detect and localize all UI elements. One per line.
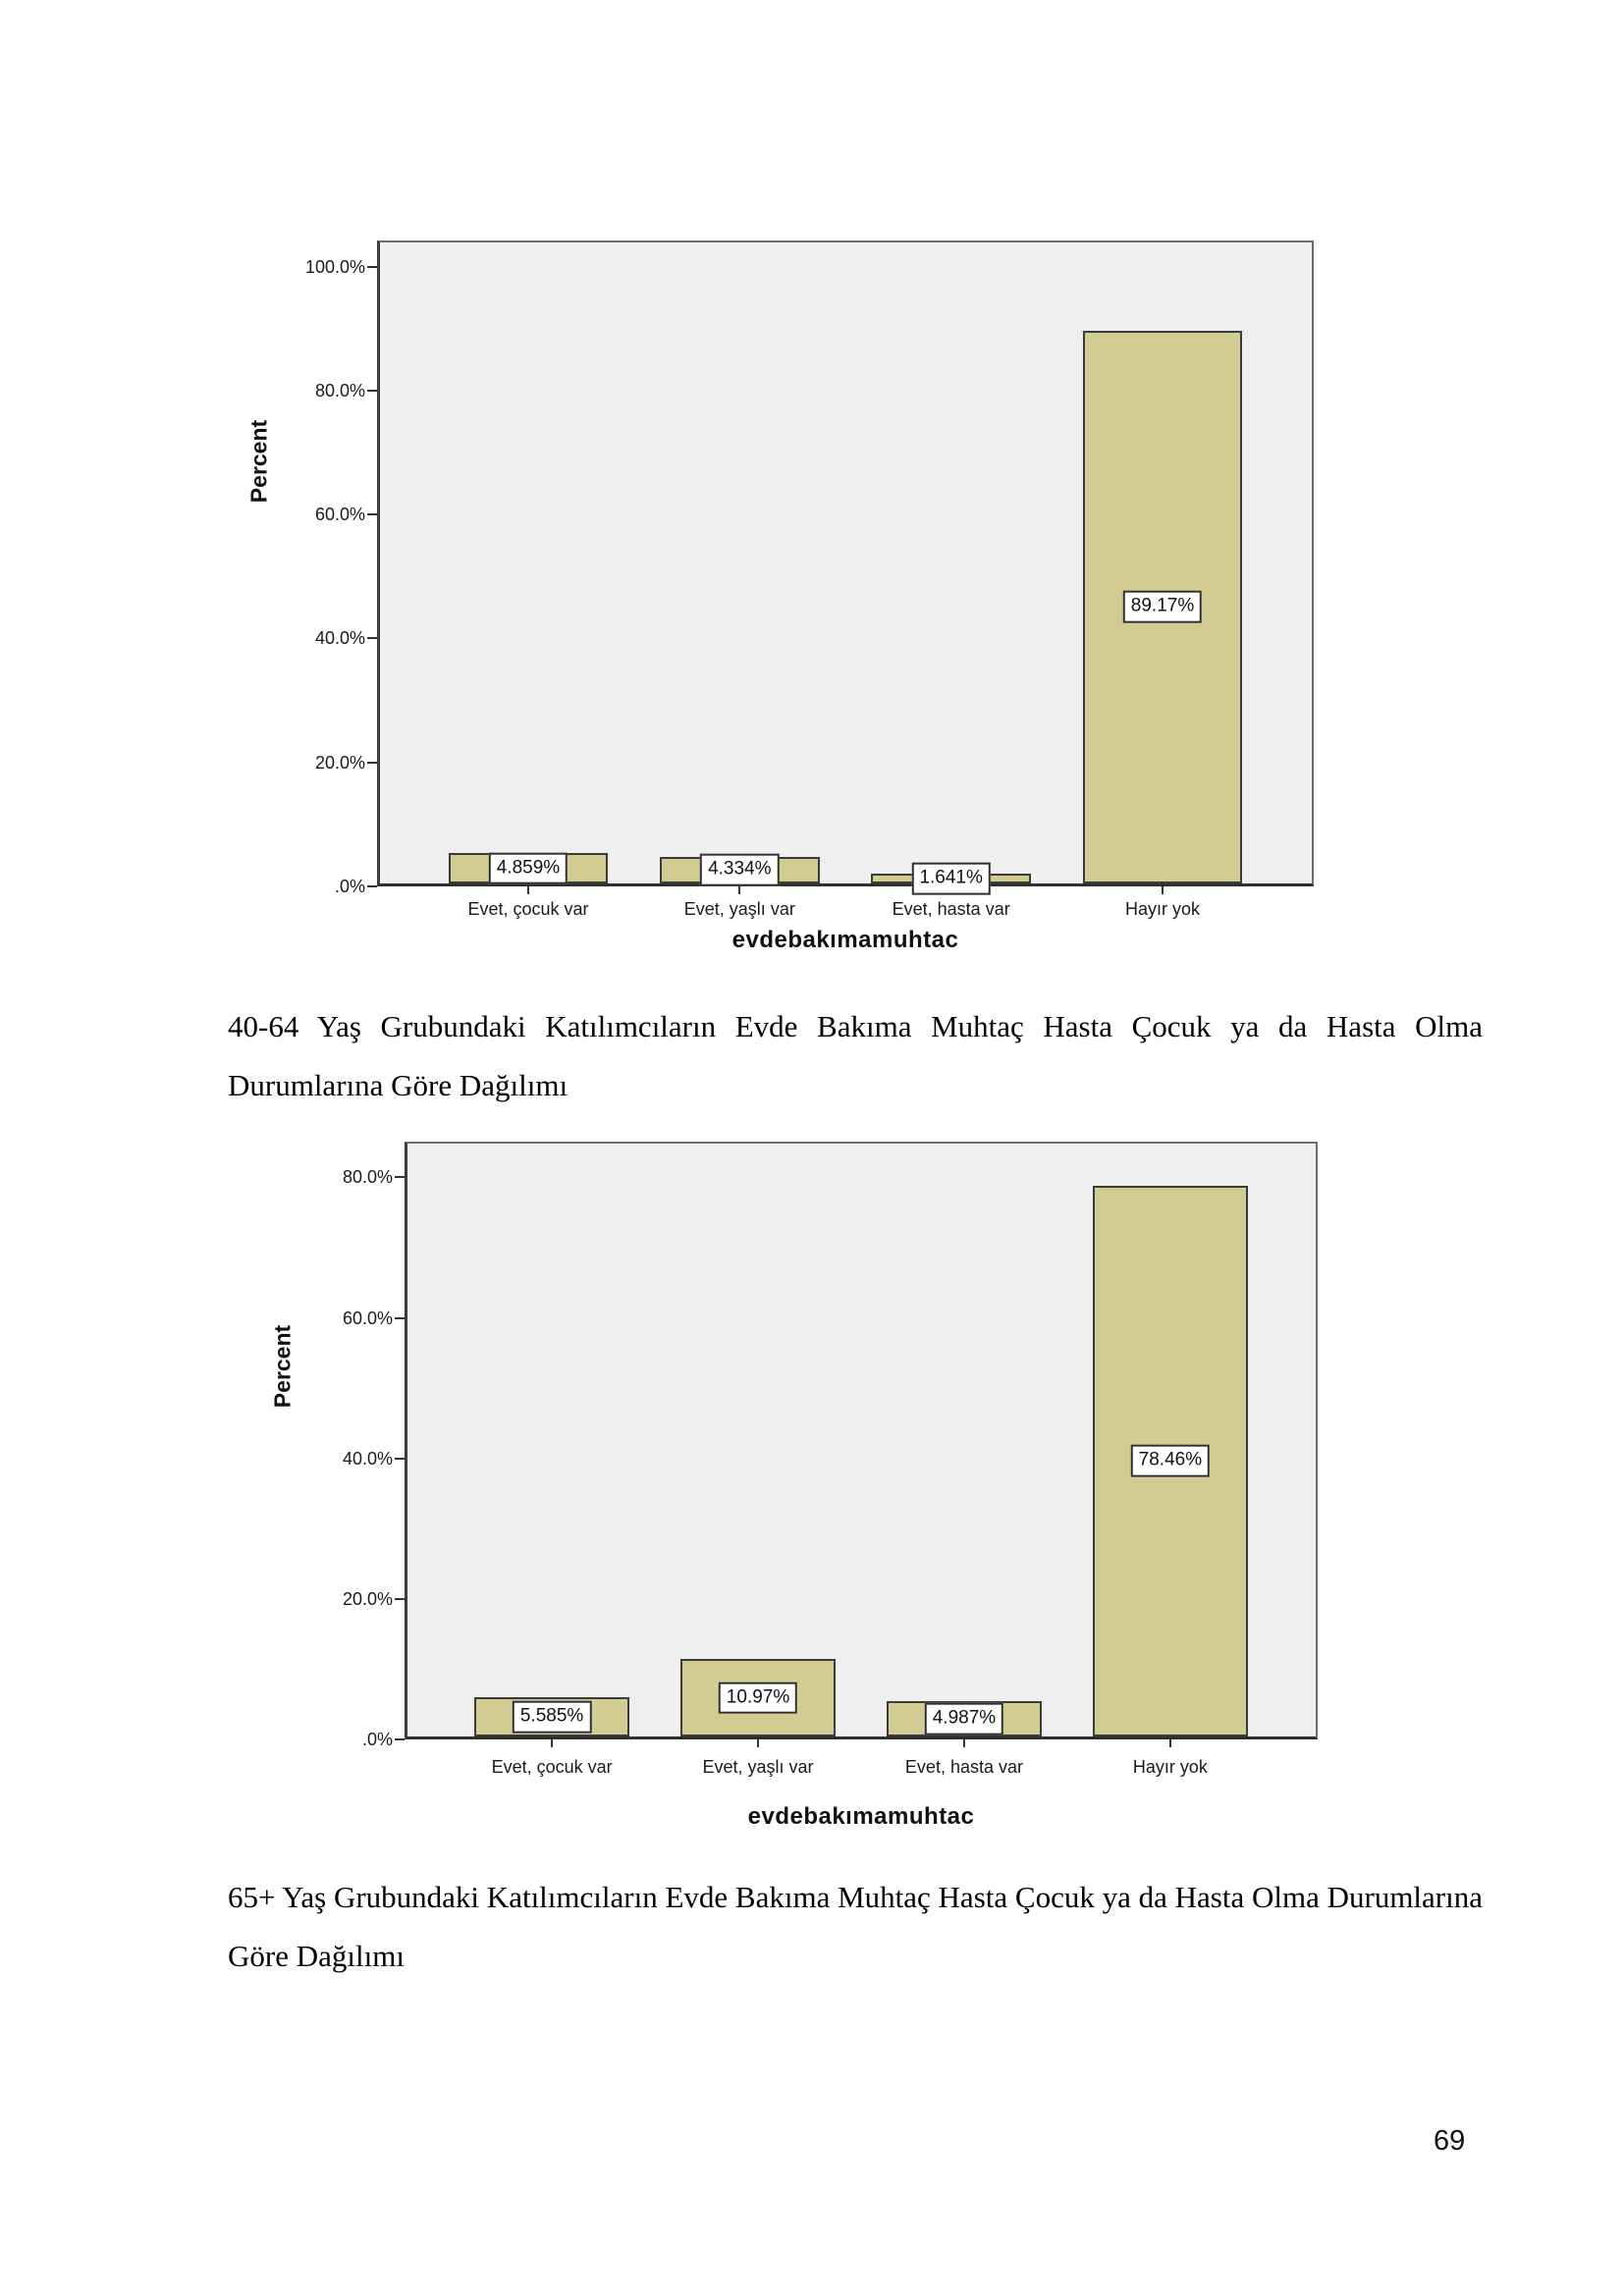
x-axis-tick: [551, 1739, 554, 1747]
y-tick-label: 20.0%: [342, 1588, 393, 1609]
x-category-label: Evet, çocuk var: [491, 1757, 613, 1777]
y-axis-tick: [367, 513, 377, 516]
y-axis-tick: [395, 1176, 405, 1179]
y-tick-label: 20.0%: [314, 752, 365, 773]
figure-caption-40-64: 40-64 Yaş Grubundaki Katılımcıların Evde…: [228, 1009, 1483, 1102]
x-axis-tick: [1162, 886, 1164, 894]
page-number: 69: [1434, 2125, 1466, 2157]
y-tick-label: 60.0%: [342, 1308, 393, 1328]
x-category-label: Hayır yok: [1125, 899, 1201, 919]
bar-value-label: 5.585%: [512, 1700, 592, 1734]
y-axis-tick: [395, 1738, 405, 1740]
y-axis-tick: [395, 1457, 405, 1460]
x-axis-tick: [738, 886, 741, 894]
x-axis-tick: [526, 886, 529, 894]
bar-value-label: 10.97%: [718, 1682, 798, 1715]
x-category-label: Evet, çocuk var: [467, 899, 589, 919]
bar-value-label: 89.17%: [1122, 591, 1203, 623]
bar-value-label: 1.641%: [911, 862, 991, 895]
bar-value-label: 78.46%: [1130, 1444, 1211, 1477]
y-axis-tick: [395, 1597, 405, 1600]
y-tick-label: 40.0%: [342, 1448, 393, 1468]
y-axis-tick: [367, 761, 377, 764]
y-tick-label: 100.0%: [304, 256, 365, 277]
x-category-label: Evet, hasta var: [892, 899, 1010, 919]
x-axis-tick: [962, 1739, 965, 1747]
y-tick-label: .0%: [334, 877, 365, 896]
bar-value-label: 4.987%: [924, 1702, 1004, 1735]
x-category-label: Evet, yaşlı var: [702, 1757, 814, 1777]
bar-value-label: 4.334%: [700, 853, 780, 886]
x-category-label: Evet, hasta var: [904, 1757, 1023, 1777]
y-axis-tick: [367, 885, 377, 887]
x-axis-title: evdebakımamuhtac: [731, 927, 959, 953]
y-tick-label: .0%: [361, 1730, 393, 1749]
y-tick-label: 80.0%: [314, 380, 365, 400]
y-axis-tick: [395, 1316, 405, 1319]
y-tick-label: 60.0%: [314, 505, 365, 525]
y-axis-tick: [367, 265, 377, 268]
x-axis-tick: [1168, 1739, 1171, 1747]
x-category-label: Hayır yok: [1132, 1757, 1208, 1777]
x-axis-title: evdebakımamuhtac: [747, 1803, 975, 1830]
y-axis-title: Percent: [269, 1324, 296, 1409]
y-axis-tick: [367, 389, 377, 392]
y-tick-label: 80.0%: [342, 1167, 393, 1188]
y-tick-label: 40.0%: [314, 628, 365, 649]
bar-value-label: 4.859%: [488, 852, 568, 884]
x-category-label: Evet, yaşlı var: [683, 899, 795, 919]
figure-caption-65-plus: 65+ Yaş Grubundaki Katılımcıların Evde B…: [228, 1880, 1483, 1973]
x-axis-tick: [757, 1739, 760, 1747]
y-axis-tick: [367, 637, 377, 640]
